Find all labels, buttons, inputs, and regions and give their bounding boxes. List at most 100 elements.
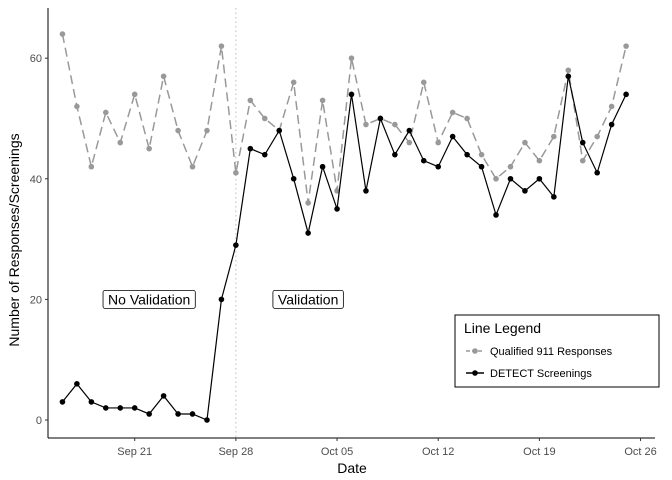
x-tick-label: Oct 26 [624, 446, 656, 458]
detect-screenings-point [117, 405, 124, 411]
qualified-911-responses-point [435, 139, 442, 146]
detect-screenings-point [146, 411, 152, 417]
qualified-911-responses-point [218, 43, 225, 49]
annotation-text: Validation [278, 291, 338, 307]
annotation-text: No Validation [108, 291, 190, 307]
detect-screenings-point [103, 405, 109, 411]
qualified-911-responses-point [175, 127, 181, 134]
detect-screenings-point [435, 163, 442, 170]
legend-key-point [472, 348, 478, 354]
qualified-911-responses-point [189, 163, 196, 170]
qualified-911-responses-point [493, 175, 499, 182]
detect-screenings-point [507, 175, 514, 182]
qualified-911-responses-point [536, 157, 543, 164]
detect-screenings-point [218, 296, 225, 303]
detect-screenings-point [305, 230, 311, 236]
annotation-box [102, 289, 196, 309]
qualified-911-responses-point [146, 145, 152, 152]
y-tick-label: 20 [30, 294, 42, 306]
qualified-911-responses-point [348, 55, 355, 61]
qualified-911-responses-point [363, 121, 369, 128]
x-tick-label: Sep 28 [218, 446, 253, 458]
x-tick-label: Oct 12 [422, 446, 454, 458]
qualified-911-responses-point [334, 188, 340, 194]
qualified-911-responses-point [579, 157, 586, 164]
x-axis-title: Date [337, 460, 367, 476]
qualified-911-responses-point [507, 163, 514, 170]
detect-screenings-point [464, 151, 470, 158]
qualified-911-responses-point [131, 91, 138, 98]
detect-screenings-point [189, 411, 196, 417]
x-tick-label: Sep 21 [117, 446, 152, 458]
axes-layer: 0 20 40 60 Sep 21 Sep 28 Oct 05 Oct 12 Oct 19 Oct… [30, 8, 657, 458]
detect-screenings-point [348, 91, 355, 98]
detect-screenings-point [551, 194, 557, 200]
qualified-911-responses-point [290, 79, 297, 86]
legend-title: Line Legend [464, 320, 541, 336]
y-tick-label: 40 [30, 174, 42, 186]
detect-screenings-point [160, 393, 167, 399]
qualified-911-responses-point [565, 67, 572, 74]
detect-screenings-point [608, 121, 615, 128]
detect-screenings-point [261, 151, 268, 158]
detect-screenings-point [565, 73, 572, 80]
series-layer [59, 31, 629, 423]
detect-screenings-point [522, 188, 528, 194]
detect-screenings-point [290, 175, 297, 182]
legend-key-point [472, 370, 478, 376]
y-tick-label: 60 [30, 53, 42, 65]
detect-screenings-point [594, 169, 600, 176]
qualified-911-responses-point [478, 151, 485, 158]
detect-screenings-point [233, 242, 239, 248]
detect-screenings-point [247, 145, 254, 152]
detect-screenings-point [478, 163, 485, 170]
qualified-911-responses-point [551, 133, 557, 140]
qualified-911-responses-point [406, 139, 413, 146]
qualified-911-responses-point [608, 103, 615, 110]
qualified-911-responses-point [103, 109, 109, 116]
detect-screenings-point [377, 115, 384, 122]
detect-screenings-point [175, 411, 181, 417]
detect-screenings-point [131, 405, 138, 411]
qualified-911-responses-point [247, 97, 254, 104]
qualified-911-responses-point [261, 115, 268, 122]
no-validation-annotation: No Validation [102, 289, 196, 309]
detect-screenings-point [623, 91, 629, 98]
qualified-911-responses-point [319, 97, 326, 104]
qualified-911-responses-point [522, 139, 528, 146]
y-tick-label: 0 [36, 415, 42, 427]
detect-screenings-point [536, 175, 543, 182]
legend-box [454, 314, 660, 388]
legend-item-label: Qualified 911 Responses [490, 346, 613, 358]
qualified-911-responses-point [623, 43, 629, 49]
detect-screenings-point [88, 399, 95, 405]
annotation-box [272, 289, 344, 309]
qualified-911-responses-point [204, 127, 210, 134]
qualified-911-responses-point [449, 109, 456, 116]
qualified-911-responses-point [420, 79, 427, 86]
detect-screenings-point [392, 151, 398, 158]
detect-screenings-point [363, 188, 369, 194]
detect-screenings-point [59, 399, 66, 405]
y-axis-title: Number of Responses/Screenings [6, 133, 22, 346]
detect-screenings-point [493, 212, 499, 218]
annotation-layer: No Validation Validation [102, 289, 344, 309]
qualified-911-responses-point [233, 169, 239, 176]
qualified-911-responses-point [59, 31, 66, 37]
detect-screenings-point [579, 139, 586, 146]
qualified-911-responses-point [88, 163, 95, 170]
qualified-911-responses-point [464, 115, 470, 122]
detect-screenings-point [334, 206, 340, 212]
qualified-911-responses-point [117, 139, 124, 146]
detect-screenings-point [74, 381, 80, 387]
x-tick-label: Oct 05 [321, 446, 353, 458]
qualified-911-responses-line [61, 33, 627, 204]
detect-screenings-point [406, 127, 413, 134]
qualified-911-responses-point [160, 73, 167, 80]
detect-screenings-point [319, 163, 326, 170]
qualified-911-responses-point [305, 200, 311, 206]
detect-screenings-point [204, 417, 210, 423]
legend: Line Legend Qualified 911 Responses DETECT… [454, 314, 660, 388]
detect-screenings-point [420, 157, 427, 164]
validation-annotation: Validation [272, 289, 344, 309]
